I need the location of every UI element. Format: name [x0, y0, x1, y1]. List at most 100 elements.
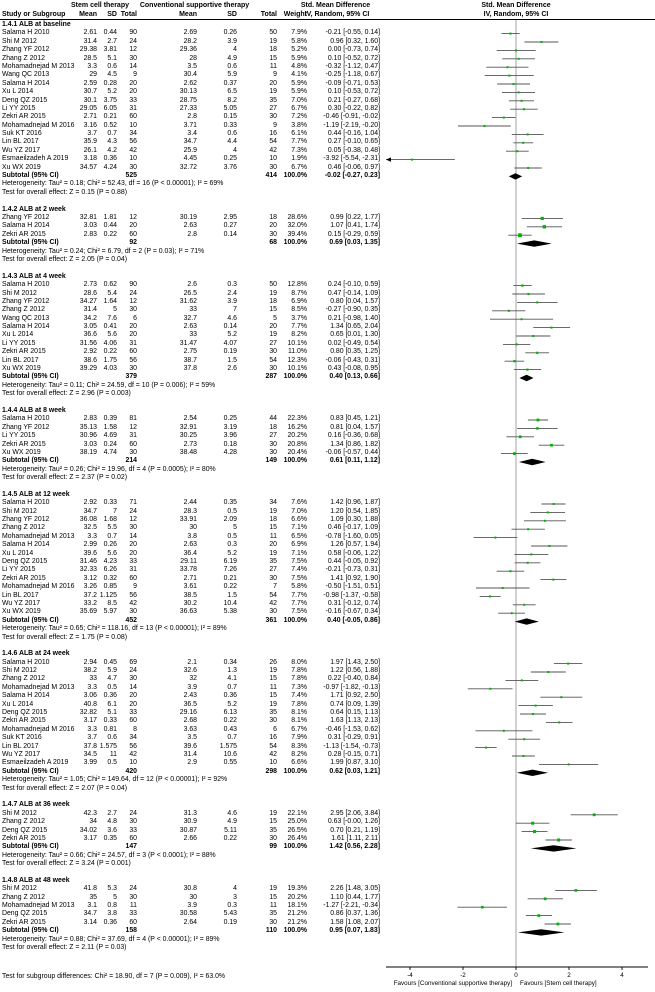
- mean1: 33: [89, 675, 97, 683]
- study-row: Mohamadnejad M 2013 3.3 0.5 14 3.9 0.7 11 7.3% -…: [0, 684, 655, 692]
- study-name: Zekri AR 2015: [2, 230, 46, 238]
- subtotal-ci-text: 0.95 [0.07, 1.83]: [329, 927, 380, 935]
- sd2: 0.5: [227, 507, 237, 515]
- sd1: 4.74: [103, 448, 117, 456]
- sd1: 3.81: [103, 46, 117, 54]
- total2: 16: [269, 734, 277, 742]
- subtotal-total2: 68: [269, 239, 277, 247]
- sd2: 7: [233, 306, 237, 314]
- study-name: Esmaeilzadeh A 2019: [2, 759, 69, 767]
- total1: 33: [129, 709, 137, 717]
- ci-text: 0.80 [0.35, 1.25]: [330, 348, 380, 356]
- weight: 5.8%: [291, 37, 307, 45]
- total2: 44: [269, 415, 277, 423]
- heterogeneity-note: Heterogeneity: Tau² = 0.65; Chi² = 118.1…: [0, 625, 655, 633]
- total1: 20: [129, 549, 137, 557]
- study-name: Deng QZ 2015: [2, 96, 48, 104]
- study-name: Salama H 2014: [2, 323, 50, 331]
- mean1: 34.5: [83, 750, 97, 758]
- weight: 7.3%: [291, 683, 307, 691]
- ci-text: 0.15 [-0.29, 0.59]: [327, 230, 380, 238]
- study-name: Salama H 2014: [2, 541, 50, 549]
- study-row: Zekri AR 2015 2.71 0.21 60 2.8 0.15 30 7.2% -0.4…: [0, 113, 655, 121]
- sd1: 0.5: [107, 759, 117, 767]
- sd2: 5.2: [227, 331, 237, 339]
- section-title: 1.4.6 ALB at 24 week: [2, 650, 70, 658]
- study-row: Lin BL 2017 38.6 1.75 56 38.7 1.5 54 12.3% -0.06…: [0, 357, 655, 365]
- overall-effect-text: Test for overall effect: Z = 2.11 (P = 0…: [2, 943, 127, 951]
- study-name: Zhang Z 2012: [2, 306, 45, 314]
- sd1: 3.6: [107, 826, 117, 834]
- study-name: Xu WX 2019: [2, 608, 41, 616]
- section-header-row: 1.4.4 ALB at 8 week: [0, 407, 655, 415]
- mean1: 31.4: [83, 37, 97, 45]
- mean1: 3.3: [87, 532, 97, 540]
- sd2: 2.6: [227, 365, 237, 373]
- study-row: Xu WX 2019 39.29 4.03 30 37.8 2.6 30 10.1% 0.43 …: [0, 365, 655, 373]
- sd1: 0.22: [103, 348, 117, 356]
- weight: 22.3%: [287, 415, 307, 423]
- total2: 9: [273, 121, 277, 129]
- mean2: 2.66: [183, 834, 197, 842]
- total1: 8: [133, 725, 137, 733]
- mean1: 29: [89, 71, 97, 79]
- mean1: 3.7: [87, 734, 97, 742]
- total1: 20: [129, 88, 137, 96]
- weight: 7.1%: [291, 549, 307, 557]
- mean2: 3.9: [187, 683, 197, 691]
- mean2: 38.48: [179, 448, 197, 456]
- mean2: 3.71: [183, 121, 197, 129]
- total1: 10: [129, 759, 137, 767]
- study-row: Zhang YF 2012 29.38 3.81 12 29.36 4 18 5.2% 0.00…: [0, 46, 655, 54]
- study-row: Zekri AR 2015 2.92 0.22 60 2.75 0.19 30 11.0% 0.…: [0, 348, 655, 356]
- sd1: 5.2: [107, 88, 117, 96]
- subtotal-total2: 99: [269, 843, 277, 851]
- ci-text: 1.58 [1.08, 2.07]: [330, 918, 380, 926]
- sd1: 0.41: [103, 323, 117, 331]
- subtotal-row: Subtotal (95% CI) 158 110 100.0% 0.95 [0.07,…: [0, 927, 655, 935]
- heterogeneity-note: Heterogeneity: Tau² = 0.88; Chi² = 37.69…: [0, 936, 655, 944]
- study-row: Lin BL 2017 35.9 4.3 56 34.7 4.4 54 7.7% 0.27 [-…: [0, 138, 655, 146]
- sd2: 0.7: [227, 734, 237, 742]
- sd1: 4.7: [107, 675, 117, 683]
- subtotal-weight: 100.0%: [283, 457, 307, 465]
- ci-text: 1.34 [0.65, 2.04]: [330, 323, 380, 331]
- sd1: 0.85: [103, 583, 117, 591]
- sd2: 0.6: [227, 62, 237, 70]
- study-name: Wu YZ 2017: [2, 750, 41, 758]
- section-header-row: 1.4.2 ALB at 2 week: [0, 206, 655, 214]
- study-name: Zhang YF 2012: [2, 516, 50, 524]
- total1: 31: [129, 566, 137, 574]
- mean1: 38.6: [83, 356, 97, 364]
- subtotal-ci-text: 1.42 [0.56, 2.28]: [329, 843, 380, 851]
- sd2: 0.7: [227, 683, 237, 691]
- sd1: 5.6: [107, 331, 117, 339]
- ci-text: 0.44 [-0.16, 1.04]: [327, 130, 380, 138]
- mean2: 2.8: [187, 230, 197, 238]
- weight: 3.7%: [291, 314, 307, 322]
- mean1: 35.13: [79, 423, 97, 431]
- ci-text: 0.21 [-0.98, 1.40]: [327, 314, 380, 322]
- heterogeneity-note: Heterogeneity: Tau² = 0.24; Chi² = 6.79,…: [0, 248, 655, 256]
- total1: 20: [129, 79, 137, 87]
- mean1: 39.6: [83, 549, 97, 557]
- total2: 30: [269, 348, 277, 356]
- mean2: 37.8: [183, 365, 197, 373]
- mean1: 32.81: [79, 213, 97, 221]
- total2: 54: [269, 742, 277, 750]
- mean2: 3.4: [187, 130, 197, 138]
- sd1: 7: [113, 507, 117, 515]
- subtotal-label: Subtotal (95% CI): [2, 373, 59, 381]
- weight: 5.9%: [291, 54, 307, 62]
- study-row: Wang QC 2013 34.2 7.6 6 32.7 4.6 5 3.7% 0.21 [-0…: [0, 315, 655, 323]
- mean1: 2.92: [83, 348, 97, 356]
- ci-text: -0.46 [-0.91, -0.02]: [323, 113, 380, 121]
- total1: 24: [129, 507, 137, 515]
- total2: 11: [269, 532, 277, 540]
- sd1: 4.5: [107, 71, 117, 79]
- total2: 18: [269, 516, 277, 524]
- study-name: Lin BL 2017: [2, 742, 39, 750]
- study-name: Deng QZ 2015: [2, 558, 48, 565]
- total2: 50: [269, 29, 277, 37]
- study-row: Mohamadnejad M 2016 3.26 0.85 9 3.61 0.22 7 5.8…: [0, 583, 655, 591]
